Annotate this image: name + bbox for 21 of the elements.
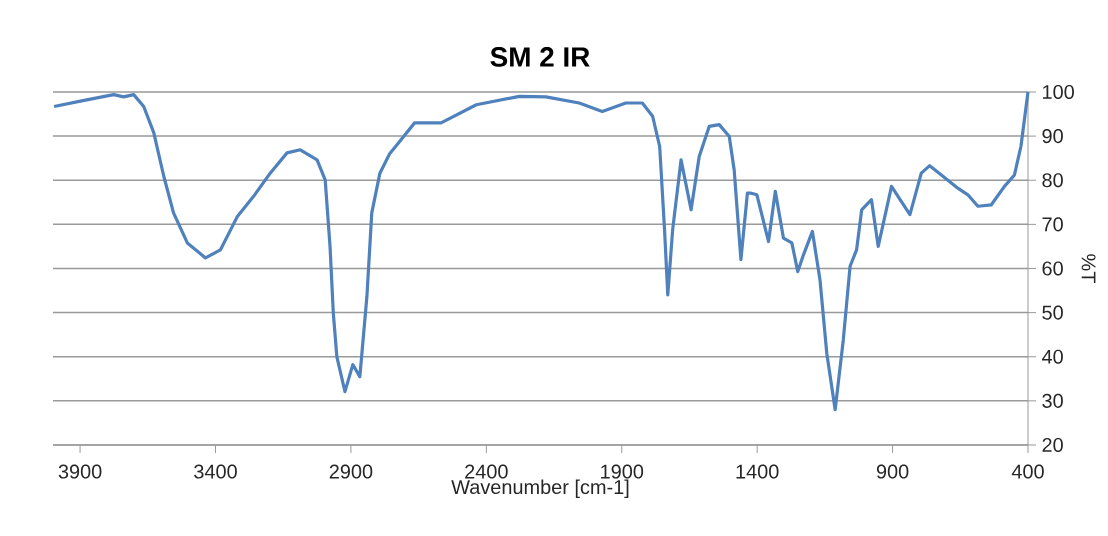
chart-title: SM 2 IR xyxy=(490,47,590,67)
x-tick-label: 400 xyxy=(1011,464,1044,479)
y-tick-label: 40 xyxy=(1041,349,1063,364)
y-tick-label: 70 xyxy=(1042,217,1063,232)
y-tick-label: 20 xyxy=(1042,437,1063,453)
y-tick-label: 80 xyxy=(1042,173,1063,188)
y-tick-label: 30 xyxy=(1042,393,1063,408)
y-tick-label: 60 xyxy=(1042,261,1063,276)
y-axis-title: %T xyxy=(1081,254,1096,283)
x-axis-title: Wavenumber [cm-1] xyxy=(451,479,629,499)
y-tick-label: 50 xyxy=(1042,305,1063,320)
y-tick-label: 90 xyxy=(1042,129,1063,144)
y-tick-label: 100 xyxy=(1043,84,1074,100)
line-series xyxy=(52,90,1030,412)
x-tick-label: 900 xyxy=(876,464,909,479)
x-tick-label: 3900 xyxy=(58,464,102,479)
x-tick-label: 3400 xyxy=(194,464,237,479)
x-tick-label: 1900 xyxy=(601,464,644,479)
x-tick-label: 2900 xyxy=(329,464,373,479)
x-tick-label: 2400 xyxy=(465,464,508,479)
x-tick-label: 1400 xyxy=(736,464,779,479)
